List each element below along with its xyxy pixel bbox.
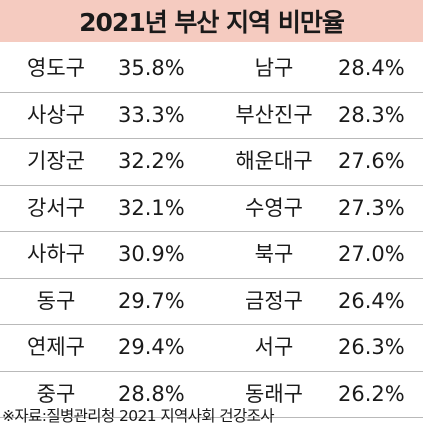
district-name: 북구 bbox=[254, 242, 294, 266]
obesity-rate-value: 27.0% bbox=[338, 242, 405, 266]
district-name: 서구 bbox=[254, 335, 294, 359]
page-title: 2021년 부산 지역 비만율 bbox=[79, 8, 345, 37]
obesity-rate-value: 32.2% bbox=[118, 149, 185, 173]
obesity-rate-value: 33.3% bbox=[118, 102, 185, 127]
table-row: 기장군 32.2% 해운대구 27.6% bbox=[0, 139, 423, 186]
obesity-rate-value: 29.7% bbox=[118, 288, 185, 313]
district-name: 강서구 bbox=[27, 195, 85, 220]
obesity-rate-value: 32.1% bbox=[118, 195, 185, 220]
table-row: 중구 28.8% 동래구 26.2% bbox=[0, 372, 423, 418]
table-row: 동구 29.7% 금정구 26.4% bbox=[0, 279, 423, 325]
obesity-rate-value: 30.9% bbox=[118, 242, 185, 266]
district-name: 남구 bbox=[254, 56, 294, 80]
table-row: 영도구 35.8% 남구 28.4% bbox=[0, 46, 423, 93]
table-row: 강서구 32.1% 수영구 27.3% bbox=[0, 186, 423, 232]
table-row: 사상구 33.3% 부산진구 28.3% bbox=[0, 93, 423, 139]
district-name: 부산진구 bbox=[235, 102, 313, 127]
obesity-rate-table: 영도구 35.8% 남구 28.4% 사상구 33.3% 부산진구 28.3% … bbox=[0, 46, 423, 418]
source-note: ※자료:질병관리청 2021 지역사회 건강조사 bbox=[2, 407, 275, 425]
table-row: 사하구 30.9% 북구 27.0% bbox=[0, 232, 423, 279]
obesity-rate-value: 28.8% bbox=[118, 381, 185, 406]
obesity-rate-value: 27.6% bbox=[338, 149, 405, 173]
title-bar: 2021년 부산 지역 비만율 bbox=[0, 0, 423, 42]
obesity-rate-value: 26.3% bbox=[338, 335, 405, 359]
district-name: 연제구 bbox=[27, 335, 85, 359]
district-name: 사하구 bbox=[27, 242, 85, 266]
obesity-rate-value: 26.2% bbox=[338, 381, 405, 406]
obesity-rate-value: 28.3% bbox=[338, 102, 405, 127]
obesity-rate-value: 26.4% bbox=[338, 288, 405, 313]
district-name: 사상구 bbox=[27, 102, 85, 127]
district-name: 동구 bbox=[36, 288, 76, 313]
district-name: 기장군 bbox=[27, 149, 85, 173]
district-name: 동래구 bbox=[245, 381, 303, 406]
district-name: 영도구 bbox=[27, 56, 85, 80]
district-name: 수영구 bbox=[245, 195, 303, 220]
district-name: 금정구 bbox=[245, 288, 303, 313]
district-name: 해운대구 bbox=[235, 149, 313, 173]
obesity-rate-value: 28.4% bbox=[338, 56, 405, 80]
obesity-rate-value: 27.3% bbox=[338, 195, 405, 220]
obesity-rate-value: 29.4% bbox=[118, 335, 185, 359]
table-row: 연제구 29.4% 서구 26.3% bbox=[0, 325, 423, 372]
district-name: 중구 bbox=[36, 381, 76, 406]
obesity-rate-value: 35.8% bbox=[118, 56, 185, 80]
